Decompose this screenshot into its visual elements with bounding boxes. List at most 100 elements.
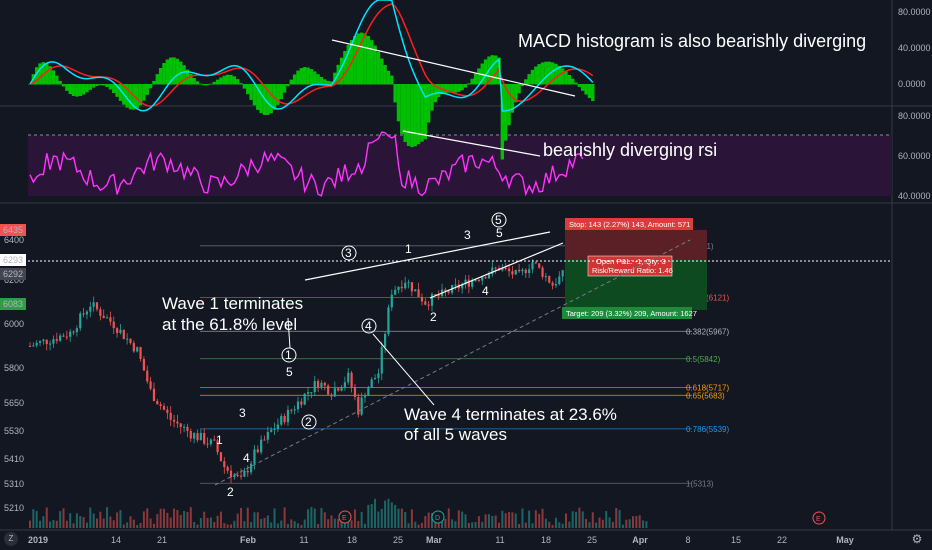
macd-histogram-bar xyxy=(363,33,367,85)
macd-histogram-bar xyxy=(510,84,515,113)
macd-histogram-bar xyxy=(91,84,96,88)
candle-body xyxy=(390,294,393,308)
volume-bar xyxy=(645,521,648,528)
candle-body xyxy=(538,263,541,268)
candle-body xyxy=(333,388,336,397)
volume-bar xyxy=(464,514,467,528)
volume-bar xyxy=(293,521,296,528)
candle-body xyxy=(313,381,316,393)
candle-body xyxy=(89,306,92,312)
rsi-annotation: bearishly diverging rsi xyxy=(543,140,717,160)
dividend-marker[interactable]: D xyxy=(431,510,445,524)
candle-body xyxy=(85,311,89,315)
time-axis-tick: 25 xyxy=(393,535,403,545)
earnings-marker-1[interactable]: E xyxy=(338,510,352,524)
topwave-2-label: 2 xyxy=(430,310,437,324)
time-axis-tick: 11 xyxy=(495,535,504,545)
candle-body xyxy=(471,280,474,287)
candle-body xyxy=(397,286,400,290)
volume-bar xyxy=(511,512,514,528)
macd-histogram-bar xyxy=(483,59,488,85)
volume-bar xyxy=(186,512,189,528)
candle-body xyxy=(156,400,159,405)
candle-body xyxy=(303,393,306,405)
macd-histogram-bar xyxy=(504,84,508,141)
macd-histogram-bar xyxy=(45,63,49,85)
candle-body xyxy=(253,449,256,464)
candle-body xyxy=(92,302,95,307)
volume-bar xyxy=(638,515,641,528)
candle-body xyxy=(424,301,427,305)
volume-bar xyxy=(380,508,383,528)
volume-bar xyxy=(330,515,333,528)
volume-bar xyxy=(213,522,216,528)
candle-body xyxy=(38,340,42,343)
candle-body xyxy=(350,372,353,388)
wave1-pointer xyxy=(287,317,291,349)
volume-bar xyxy=(233,520,236,528)
rsi-divergence-line xyxy=(402,130,541,157)
volume-bar xyxy=(508,512,511,528)
gear-icon[interactable]: ⚙ xyxy=(911,532,923,546)
price-pane: 0(6371)0.236(6121)0.382(5967)0.5(5842)0.… xyxy=(28,242,729,528)
volume-bar xyxy=(250,522,253,528)
macd-histogram-bar xyxy=(560,68,565,85)
price-badge-value: 6435 xyxy=(3,225,23,235)
earnings-marker-2[interactable]: E xyxy=(812,511,826,525)
candle-body xyxy=(524,269,527,274)
volume-bar xyxy=(441,521,444,528)
volume-bar xyxy=(45,507,48,528)
macd-histogram-bar xyxy=(252,84,257,106)
macd-annotation: MACD histogram is also bearishly divergi… xyxy=(518,31,866,51)
tradingview-logo-icon[interactable]: Z xyxy=(4,532,18,546)
volume-bar xyxy=(29,520,31,528)
rsi-band xyxy=(28,135,892,196)
volume-bar xyxy=(410,509,413,528)
fib-level-label: 0.236(6121) xyxy=(686,293,729,302)
volume-bar xyxy=(357,520,360,528)
macd-histogram-bar xyxy=(540,62,545,85)
volume-bar xyxy=(400,508,403,528)
volume-bar xyxy=(491,515,494,528)
candle-body xyxy=(263,439,266,441)
macd-histogram-bar xyxy=(192,77,196,85)
macd-histogram-bar xyxy=(584,84,588,95)
volume-bar xyxy=(481,521,484,528)
macd-histogram-bar xyxy=(410,84,414,148)
candle-body xyxy=(132,342,135,352)
volume-bar xyxy=(608,517,611,528)
macd-histogram-bar xyxy=(524,79,528,85)
candle-body xyxy=(474,279,477,281)
macd-histogram-bar xyxy=(249,84,253,100)
volume-bar xyxy=(424,516,427,528)
macd-histogram-bar xyxy=(370,40,374,85)
candle-body xyxy=(229,470,233,478)
macd-axis-tick: 0.0000 xyxy=(898,79,926,89)
volume-bar xyxy=(290,519,293,528)
macd-histogram-bar xyxy=(78,84,82,97)
time-axis-tick: Feb xyxy=(240,535,257,545)
volume-bar xyxy=(85,522,88,528)
macd-histogram-bar xyxy=(256,84,260,110)
svg-text:3: 3 xyxy=(345,246,352,260)
candle-body xyxy=(340,387,343,391)
rsi-axis-tick: 80.0000 xyxy=(898,111,931,121)
volume-bar xyxy=(618,510,621,528)
volume-bar xyxy=(246,507,249,528)
volume-bar xyxy=(176,510,179,528)
volume-bar xyxy=(367,504,370,528)
macd-histogram-bar xyxy=(41,62,46,85)
svg-text:E: E xyxy=(816,516,821,523)
fib-level-label: 0.786(5539) xyxy=(686,425,729,434)
volume-bar xyxy=(82,517,85,528)
volume-bar xyxy=(139,523,142,528)
volume-bar xyxy=(169,517,172,528)
macd-histogram-bar xyxy=(527,74,531,85)
stop-zone[interactable] xyxy=(565,230,707,260)
volume-bar xyxy=(159,508,162,528)
candle-body xyxy=(246,470,249,473)
macd-histogram-bar xyxy=(286,84,290,87)
candle-body xyxy=(176,421,179,424)
candle-body xyxy=(166,409,169,413)
volume-bar xyxy=(75,513,78,528)
